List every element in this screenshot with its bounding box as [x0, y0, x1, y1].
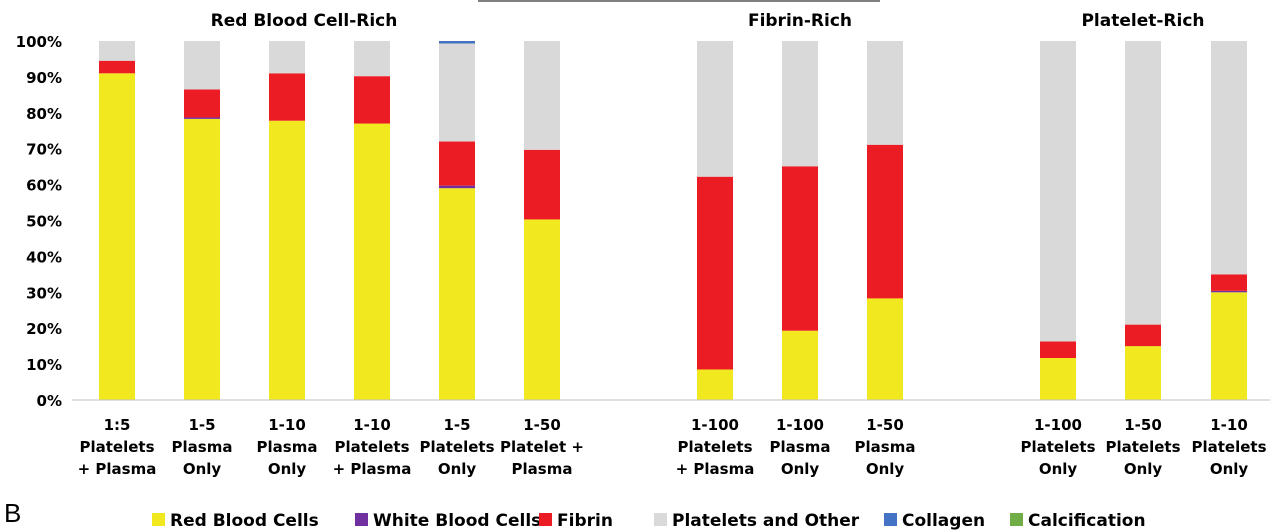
x-tick-label: 1-10 Platelets Only: [1191, 416, 1266, 478]
y-tick-label: 50%: [26, 213, 62, 231]
bar-stack: [1211, 41, 1247, 400]
y-tick-label: 30%: [26, 284, 62, 302]
bar-segment: [697, 369, 733, 400]
bar-stack: [1125, 41, 1161, 400]
bar-segment: [99, 73, 135, 400]
bar-segment: [1125, 324, 1161, 347]
legend-swatch: [152, 513, 165, 526]
bar-segment: [524, 219, 560, 400]
y-tick-label: 40%: [26, 248, 62, 266]
y-tick-label: 100%: [16, 33, 62, 51]
x-tick-label: 1-10 Plasma Only: [257, 416, 318, 478]
y-tick-label: 10%: [26, 356, 62, 374]
bar-segment: [697, 176, 733, 370]
bar-stack: [439, 41, 475, 400]
bar-segment: [184, 118, 220, 400]
bar-segment: [1211, 290, 1247, 293]
bar-segment: [1211, 41, 1247, 275]
bar-segment: [697, 41, 733, 177]
y-tick-label: 90%: [26, 69, 62, 87]
bar-segment: [269, 120, 305, 400]
legend-label: Platelets and Other: [672, 511, 860, 531]
legend-swatch: [1010, 513, 1023, 526]
y-tick-label: 60%: [26, 177, 62, 195]
bar-segment: [269, 41, 305, 74]
bar-segment: [867, 144, 903, 299]
bar-segment: [867, 41, 903, 145]
group-title: Fibrin-Rich: [748, 11, 852, 31]
bar-segment: [99, 41, 135, 61]
legend-item: Collagen: [884, 511, 985, 531]
legend-swatch: [654, 513, 667, 526]
bar-segment: [439, 41, 475, 44]
bar-segment: [354, 76, 390, 124]
y-tick-label: 0%: [37, 392, 62, 410]
x-tick-label: 1:5 Platelets + Plasma: [78, 416, 157, 478]
legend-item: Fibrin: [539, 511, 613, 531]
bar-segment: [1040, 357, 1076, 400]
x-tick-label: 1-100 Plasma Only: [770, 416, 831, 478]
bar-segment: [439, 43, 475, 142]
legend-swatch: [539, 513, 552, 526]
bar-stack: [354, 41, 390, 400]
x-tick-label: 1-5 Plasma Only: [172, 416, 233, 478]
bar-stack: [782, 41, 818, 400]
bar-segment: [184, 41, 220, 90]
bar-stack: [524, 41, 560, 400]
y-tick-label: 20%: [26, 320, 62, 338]
bar-segment: [439, 185, 475, 189]
legend-swatch: [355, 513, 368, 526]
bar-stack: [1040, 41, 1076, 400]
bar-segment: [782, 41, 818, 167]
bar-segment: [1040, 41, 1076, 342]
bar-segment: [354, 41, 390, 77]
bar-segment: [782, 330, 818, 400]
bar-stack: [697, 41, 733, 400]
x-tick-label: 1-5 Platelets Only: [419, 416, 494, 478]
bar-segment: [1125, 346, 1161, 400]
bar-segment: [99, 60, 135, 74]
y-tick-label: 80%: [26, 105, 62, 123]
bar-segment: [1125, 41, 1161, 325]
x-tick-label: 1-10 Platelets + Plasma: [333, 416, 412, 478]
legend-swatch: [884, 513, 897, 526]
x-tick-label: 1-100 Platelets Only: [1020, 416, 1095, 478]
legend-label: White Blood Cells: [373, 511, 541, 531]
bar-segment: [524, 41, 560, 150]
legend-label: Red Blood Cells: [170, 511, 319, 531]
legend-item: Calcification: [1010, 511, 1146, 531]
group-title: Red Blood Cell-Rich: [211, 11, 398, 31]
y-tick-label: 70%: [26, 141, 62, 159]
group-title: Platelet-Rich: [1081, 11, 1204, 31]
bar-segment: [782, 166, 818, 331]
legend-item: Red Blood Cells: [152, 511, 319, 531]
bar-segment: [439, 141, 475, 186]
x-tick-label: 1-50 Platelet + Plasma: [500, 416, 584, 478]
bar-segment: [439, 188, 475, 400]
bar-segment: [184, 117, 220, 119]
x-tick-label: 1-100 Platelets + Plasma: [676, 416, 755, 478]
bar-segment: [184, 89, 220, 118]
bar-segment: [524, 149, 560, 220]
bar-segment: [867, 298, 903, 400]
bar-segment: [1211, 292, 1247, 400]
x-tick-label: 1-50 Plasma Only: [855, 416, 916, 478]
legend-label: Calcification: [1028, 511, 1146, 531]
bar-segment: [1040, 341, 1076, 358]
x-tick-label: 1-50 Platelets Only: [1105, 416, 1180, 478]
bar-stack: [867, 41, 903, 400]
legend-item: White Blood Cells: [355, 511, 541, 531]
bar-segment: [1211, 274, 1247, 291]
legend-label: Fibrin: [557, 511, 613, 531]
panel-letter: B: [4, 498, 22, 528]
bar-segment: [354, 123, 390, 400]
bar-stack: [269, 41, 305, 400]
bar-stack: [184, 41, 220, 400]
legend-item: Platelets and Other: [654, 511, 860, 531]
bar-segment: [269, 73, 305, 121]
bar-stack: [99, 41, 135, 400]
legend-label: Collagen: [902, 511, 985, 531]
